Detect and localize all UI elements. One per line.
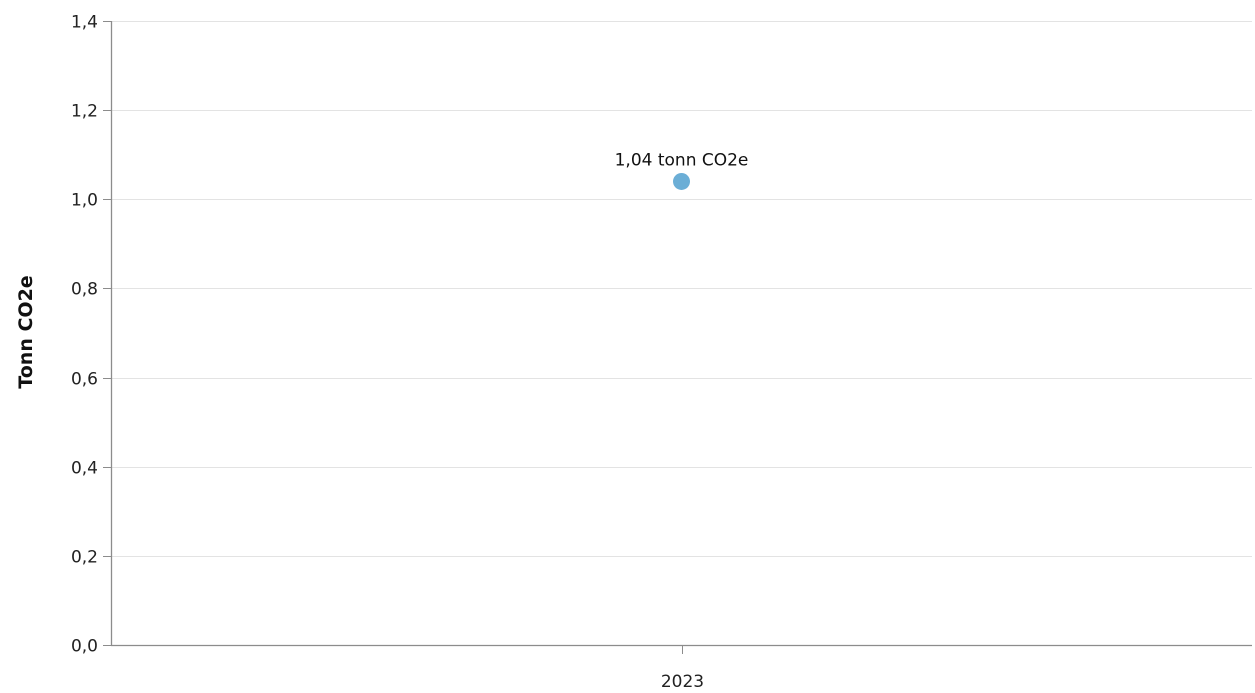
data-points: 1,04 tonn CO2e (615, 150, 749, 190)
grid-lines (111, 21, 1252, 557)
y-tick-label: 0,0 (71, 637, 98, 657)
data-label: 1,04 tonn CO2e (615, 150, 749, 170)
y-tick-label: 0,6 (71, 370, 98, 390)
y-tick-label: 0,4 (71, 459, 98, 479)
y-tick-label: 1,2 (71, 102, 98, 122)
y-tick-label: 0,8 (71, 280, 98, 300)
y-axis-title: Tonn CO2e (15, 275, 37, 388)
x-tick-label: 2023 (661, 672, 704, 692)
y-axis-ticks: 0,0 0,2 0,4 0,6 0,8 1,0 1,2 1,4 (71, 13, 111, 657)
y-tick-label: 0,2 (71, 548, 98, 568)
y-tick-label: 1,4 (71, 13, 98, 33)
x-axis-ticks: 2023 (661, 645, 704, 692)
axes (110, 21, 1252, 647)
y-tick-label: 1,0 (71, 191, 98, 211)
data-point[interactable] (673, 172, 690, 190)
